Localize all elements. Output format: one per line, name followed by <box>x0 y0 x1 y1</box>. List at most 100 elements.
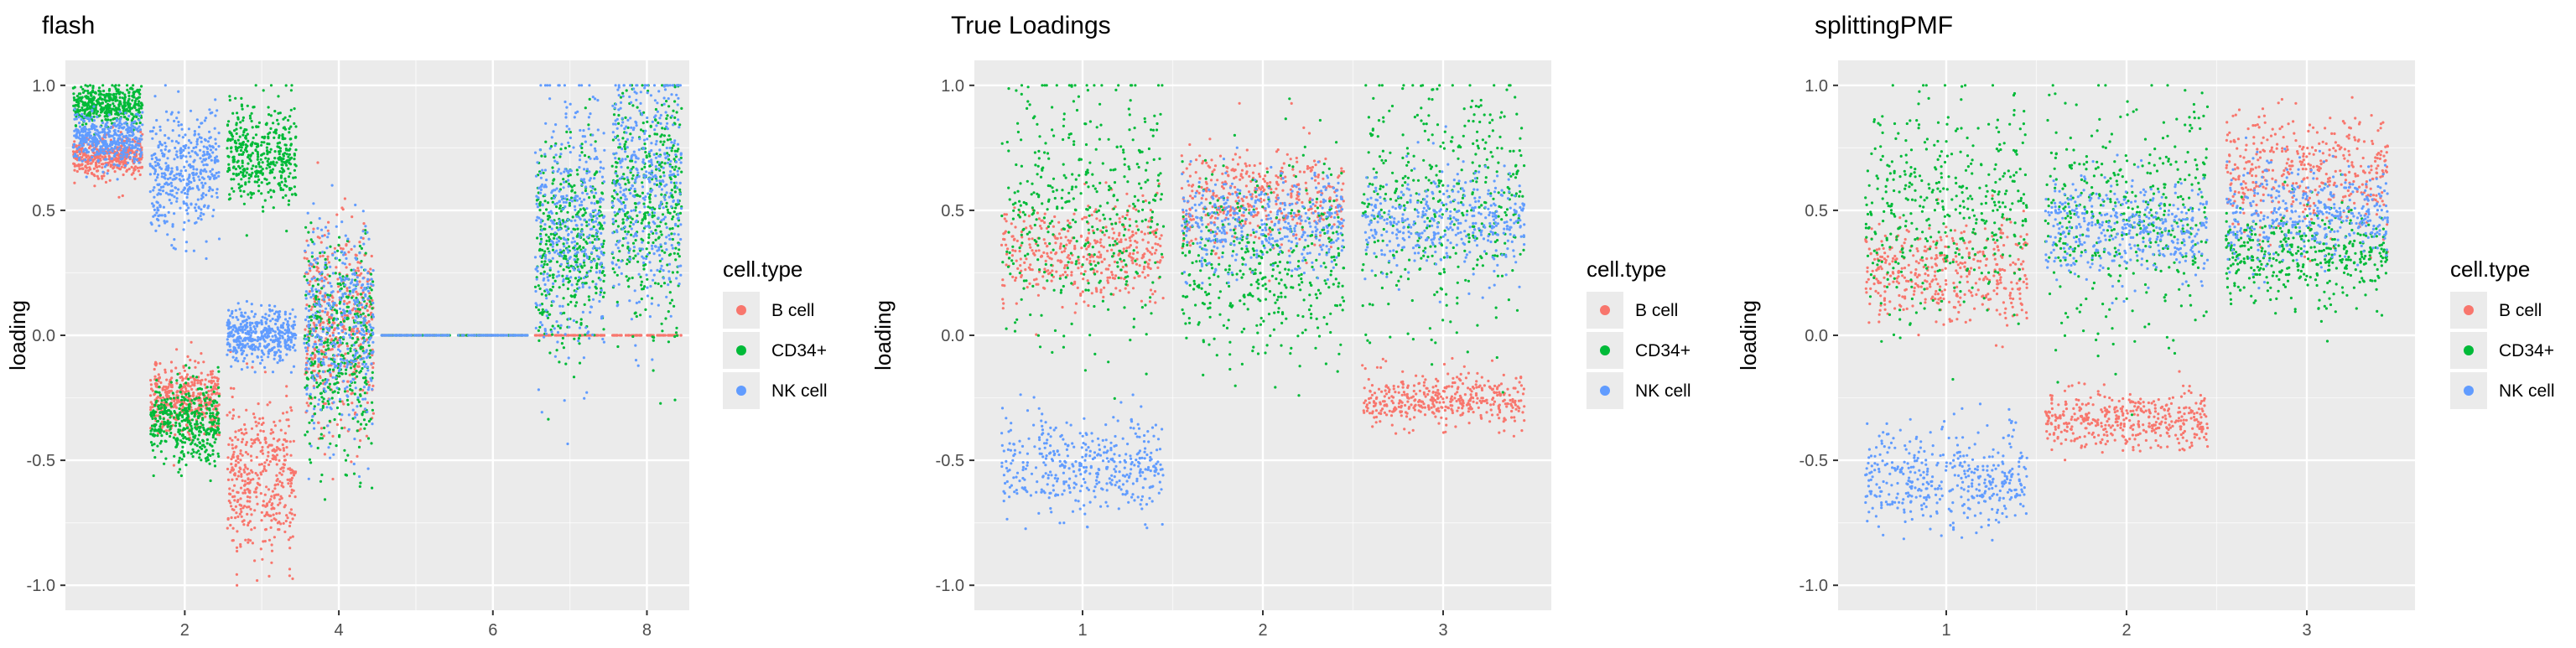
data-point <box>282 189 284 191</box>
data-point <box>112 108 114 111</box>
data-point <box>249 508 252 511</box>
data-point <box>579 362 581 365</box>
data-point <box>346 296 349 298</box>
data-point <box>97 90 100 92</box>
data-point <box>153 429 156 432</box>
data-point <box>675 331 678 334</box>
data-point <box>131 122 133 124</box>
data-point <box>320 433 323 436</box>
data-point <box>569 131 572 133</box>
data-point <box>267 514 269 516</box>
data-point <box>267 403 269 406</box>
data-point <box>632 242 635 245</box>
data-point <box>227 517 230 520</box>
data-point <box>331 435 334 438</box>
data-point <box>200 392 202 395</box>
data-point <box>555 212 558 215</box>
data-point <box>184 464 187 466</box>
data-point <box>252 478 254 480</box>
data-point <box>259 471 262 474</box>
data-point <box>190 443 192 445</box>
data-point <box>159 407 162 410</box>
data-point <box>586 242 589 245</box>
data-point <box>360 287 362 289</box>
data-point <box>105 181 107 184</box>
data-point <box>293 490 295 492</box>
data-point <box>117 196 120 199</box>
data-point <box>179 439 182 442</box>
data-point <box>361 306 364 308</box>
data-point <box>366 309 369 312</box>
data-point <box>229 493 231 495</box>
data-point <box>216 412 219 414</box>
data-point <box>210 393 213 396</box>
data-point <box>545 294 548 297</box>
data-point <box>158 373 160 376</box>
data-point <box>345 372 347 375</box>
data-point <box>326 256 329 258</box>
data-point <box>582 207 584 210</box>
data-point <box>247 477 249 480</box>
data-point <box>564 363 567 365</box>
data-point <box>329 420 331 422</box>
data-point <box>538 329 540 332</box>
data-point <box>283 184 286 186</box>
data-point <box>584 211 587 214</box>
data-point <box>88 100 91 102</box>
data-point <box>228 411 231 413</box>
data-point <box>626 262 628 265</box>
data-point <box>321 310 324 313</box>
data-point <box>286 454 288 456</box>
data-point <box>548 334 550 336</box>
data-point <box>169 432 172 434</box>
data-point <box>580 318 583 320</box>
data-point <box>165 433 168 435</box>
data-point <box>249 117 252 120</box>
data-point <box>335 444 338 447</box>
data-point <box>74 86 76 89</box>
data-point <box>190 412 193 415</box>
data-point <box>167 426 169 428</box>
data-point <box>198 433 200 436</box>
data-point <box>538 284 540 287</box>
data-point <box>122 150 124 153</box>
data-point <box>612 257 615 259</box>
data-point <box>658 270 661 272</box>
data-point <box>611 334 614 336</box>
data-point <box>662 213 664 215</box>
data-point <box>659 231 662 233</box>
data-point <box>236 547 238 549</box>
data-point <box>270 114 273 117</box>
data-point <box>632 257 635 260</box>
data-point <box>247 495 249 498</box>
data-point <box>307 404 309 407</box>
data-point <box>624 215 626 217</box>
data-point <box>91 91 94 93</box>
data-point <box>82 168 85 170</box>
data-point <box>149 379 152 381</box>
data-point <box>629 225 631 227</box>
data-point <box>541 261 543 263</box>
data-point <box>234 516 236 519</box>
data-point <box>350 366 352 369</box>
data-point <box>250 513 252 516</box>
data-point <box>101 122 104 124</box>
data-point <box>672 110 674 112</box>
data-point <box>615 220 617 222</box>
data-point <box>312 285 314 288</box>
data-point <box>649 194 652 196</box>
data-point <box>180 399 183 402</box>
data-point <box>365 380 367 382</box>
data-point <box>92 148 95 151</box>
data-point <box>241 441 243 443</box>
data-point <box>360 343 362 345</box>
data-point <box>355 254 357 257</box>
data-point <box>135 90 138 92</box>
data-point <box>273 137 275 139</box>
data-point <box>673 252 676 255</box>
data-point <box>680 334 683 336</box>
data-point <box>603 292 605 294</box>
data-point <box>351 297 353 299</box>
data-point <box>584 303 586 306</box>
data-point <box>536 236 538 239</box>
